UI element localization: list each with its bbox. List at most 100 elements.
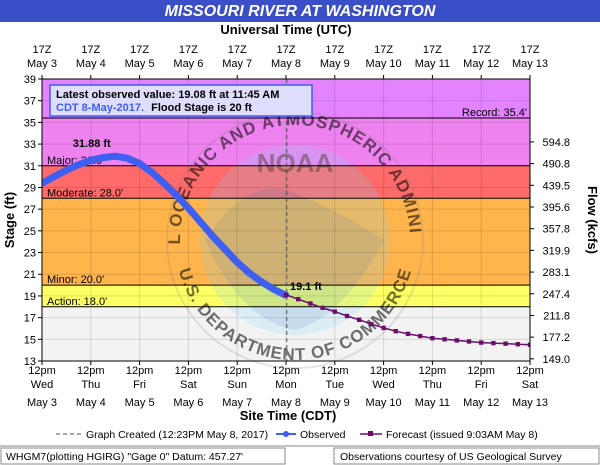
forecast-point (418, 333, 423, 339)
band-moderate (42, 198, 530, 286)
observed-point (209, 232, 217, 240)
latest-label: 19.1 ft (290, 281, 322, 293)
y-tick-label: 37 (24, 96, 36, 108)
top-axis-title: Universal Time (UTC) (220, 22, 351, 37)
observed-point (148, 168, 156, 176)
footer-datum-text: WHGM7(plotting HGIRG) "Gage 0" Datum: 45… (6, 451, 243, 463)
footer-credit-text: Observations courtesy of US Geological S… (340, 451, 563, 463)
y-tick-label: 33 (24, 139, 36, 151)
bottom-axis-ticks: 12pm Wed May 3 12pm Thu May 4 12pm Fri May 5 12pm… (27, 361, 548, 409)
info-line-1: Latest observed value: 19.08 ft at 11:45… (56, 89, 279, 101)
forecast-point (405, 331, 411, 337)
flow-tick-label: 439.5 (542, 180, 570, 192)
flow-tick-label: 247.4 (542, 289, 570, 301)
observed-point (233, 258, 241, 266)
bottom-tick-date: May 4 (76, 397, 106, 409)
bottom-tick-time: 12pm (370, 365, 398, 377)
y-tick-label: 29 (24, 182, 36, 194)
y-axis-right: 149.0 177.2 211.8 247.4 283.1 319.9 357.8 395.6… (530, 137, 570, 366)
threshold-label: Record: 35.4' (462, 107, 527, 119)
noaa-emblem-circle (200, 145, 390, 335)
bottom-tick-day: Thu (81, 379, 100, 391)
y-tick-label: 25 (24, 226, 36, 238)
y-tick-label: 31 (24, 161, 36, 173)
bottom-tick-day: Thu (423, 379, 442, 391)
flow-tick-label: 211.8 (543, 310, 570, 322)
threshold-label: Moderate: 28.0' (47, 187, 123, 199)
bottom-tick-date: May 6 (173, 397, 203, 409)
observed-point (258, 278, 266, 286)
top-tick-time: 17Z (521, 44, 540, 56)
y-tick-label: 39 (24, 74, 36, 86)
top-tick-time: 17Z (277, 44, 296, 56)
band-normal (42, 306, 530, 361)
bottom-tick-day: Wed (31, 379, 53, 391)
bottom-tick-day: Sun (227, 379, 247, 391)
bottom-tick-time: 12pm (419, 365, 447, 377)
watermark-center-text: NOAA (257, 148, 334, 178)
top-tick-time: 17Z (228, 44, 247, 56)
forecast-point (296, 296, 301, 302)
forecast-point (381, 325, 386, 331)
observed-point (50, 173, 58, 181)
bottom-tick-day: Fri (475, 379, 488, 391)
top-tick-date: May 6 (173, 58, 203, 70)
bottom-tick-date: May 8 (271, 397, 301, 409)
bottom-tick-day: Tue (326, 379, 345, 391)
bottom-tick-date: May 7 (222, 397, 252, 409)
bottom-tick-time: 12pm (28, 365, 56, 377)
forecast-point (283, 292, 289, 298)
top-tick-date: May 12 (463, 58, 499, 70)
flow-tick-label: 319.9 (542, 245, 570, 257)
forecast-point (357, 317, 362, 322)
forecast-point (454, 338, 459, 343)
forecast-point (442, 337, 447, 342)
legend: Graph Created (12:23PM May 8, 2017) Obse… (56, 429, 538, 441)
flow-tick-label: 357.8 (542, 224, 570, 236)
bottom-tick-time: 12pm (272, 365, 300, 377)
top-tick-time: 17Z (130, 44, 149, 56)
bottom-tick-day: Sat (522, 379, 539, 391)
y-axis-left: 13 15 17 19 21 23 25 27 29 31 33 35 37 39 (24, 74, 42, 368)
bottom-tick-date: May 5 (125, 397, 155, 409)
observed-point (75, 161, 83, 169)
bottom-tick-date: May 10 (366, 397, 402, 409)
legend-observed-text: Observed (300, 429, 346, 441)
legend-observed-marker (283, 431, 289, 437)
series-group (42, 152, 530, 347)
observed-point (123, 154, 131, 162)
info-line-2: CDT 8-May-2017. Flood Stage is 20 ft (56, 102, 252, 114)
top-tick-time: 17Z (374, 44, 393, 56)
y-tick-label: 13 (24, 356, 36, 368)
bottom-tick-date: May 9 (320, 397, 350, 409)
flow-tick-label: 177.2 (542, 332, 570, 344)
top-tick-date: May 10 (366, 58, 402, 70)
legend-forecast-text: Forecast (issued 9:03AM May 8) (386, 429, 538, 441)
forecast-point (344, 313, 350, 319)
forecast-point (515, 341, 520, 347)
observed-point (160, 179, 168, 187)
bottom-tick-date: May 3 (27, 397, 57, 409)
forecast-point (320, 305, 325, 311)
bottom-axis-title: Site Time (CDT) (240, 408, 337, 423)
info-line-2-flood: Flood Stage is 20 ft (151, 102, 252, 114)
top-tick-date: May 3 (27, 58, 57, 70)
y-tick-label: 15 (24, 334, 36, 346)
top-tick-date: May 13 (512, 58, 548, 70)
y2-axis-title: Flow (kcfs) (585, 186, 600, 254)
footer-left-box (0, 447, 286, 465)
forecast-point (308, 301, 313, 306)
bottom-tick-time: 12pm (223, 365, 251, 377)
bottom-tick-time: 12pm (77, 365, 105, 377)
latest-value-box: Latest observed value: 19.08 ft at 11:45… (49, 84, 313, 117)
peak-label: 31.88 ft (73, 138, 111, 150)
observed-point (99, 154, 107, 162)
forecast-point (332, 309, 337, 314)
threshold-label: Action: 18.0' (47, 296, 107, 308)
bottom-tick-day: Sat (180, 379, 197, 391)
forecast-point (527, 342, 530, 347)
top-tick-date: May 9 (320, 58, 350, 70)
threshold-label: Minor: 20.0' (47, 274, 104, 286)
